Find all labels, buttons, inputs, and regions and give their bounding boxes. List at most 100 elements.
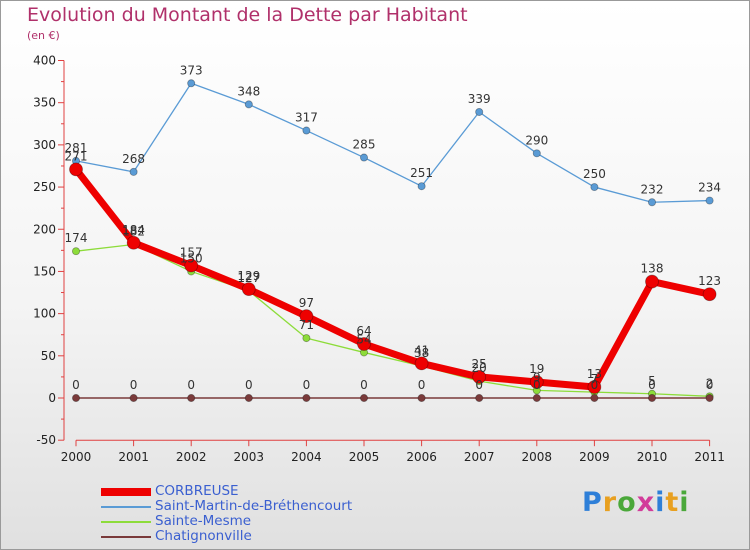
data-point (72, 247, 81, 256)
y-tick-label: 0 (48, 391, 56, 405)
brand-letter: i (679, 487, 690, 518)
data-label: 184 (122, 223, 145, 237)
data-point (129, 393, 138, 402)
data-label: 271 (65, 149, 88, 163)
data-point (417, 182, 426, 191)
data-label: 25 (472, 357, 487, 371)
series-line (75, 243, 711, 397)
data-label: 251 (410, 166, 433, 180)
data-label: 339 (468, 92, 491, 106)
data-point (472, 370, 487, 384)
y-tick-label: 250 (33, 180, 56, 194)
data-label: 281 (65, 141, 88, 155)
data-point (475, 107, 484, 116)
data-point (299, 309, 314, 324)
data-label: 268 (122, 152, 145, 166)
data-label: 285 (353, 138, 376, 152)
data-point (359, 393, 368, 402)
data-label: 0 (418, 378, 426, 392)
data-label: 234 (698, 181, 721, 195)
data-label: 0 (591, 378, 599, 392)
data-label: 97 (299, 296, 314, 310)
data-point (475, 393, 484, 402)
data-point (302, 126, 311, 135)
data-label: 129 (237, 269, 260, 283)
brand-letter: x (636, 487, 656, 518)
data-point (126, 235, 141, 250)
data-label: 0 (130, 378, 138, 392)
brand-logo: Proxiti (582, 487, 690, 518)
legend-label: Chatignonville (155, 528, 252, 544)
data-point (359, 153, 368, 162)
data-label: 182 (122, 224, 145, 238)
x-tick-label: 2006 (406, 450, 437, 464)
data-point (302, 393, 311, 402)
data-label: 0 (72, 378, 80, 392)
data-point (244, 100, 253, 109)
data-label: 123 (698, 274, 721, 288)
x-tick-label: 2004 (291, 450, 322, 464)
data-label: 71 (299, 318, 314, 332)
legend-label: CORBREUSE (155, 483, 239, 499)
brand-letter: t (665, 487, 680, 518)
x-tick-label: 2010 (637, 450, 668, 464)
x-tick-label: 2002 (176, 450, 207, 464)
legend-swatch (101, 488, 151, 496)
data-label: 232 (641, 182, 664, 196)
brand-letter: P (582, 487, 603, 518)
data-label: 64 (356, 324, 371, 338)
brand-letter: o (617, 487, 637, 518)
y-tick-label: -50 (36, 433, 56, 447)
data-label: 0 (245, 378, 253, 392)
x-tick-label: 2009 (579, 450, 610, 464)
x-tick-label: 2003 (234, 450, 265, 464)
data-label: 150 (180, 251, 203, 265)
series-line (75, 82, 711, 203)
y-tick-label: 150 (33, 264, 56, 278)
data-label: 0 (303, 378, 311, 392)
series-line (72, 165, 714, 391)
y-tick-label: 300 (33, 138, 56, 152)
data-point (414, 356, 429, 371)
data-label: 20 (472, 361, 487, 375)
data-point (357, 337, 371, 351)
data-label: 348 (237, 84, 260, 98)
data-label: 2 (706, 376, 714, 390)
data-label: 7 (591, 372, 599, 386)
data-label: 41 (414, 343, 429, 357)
data-label: 250 (583, 167, 606, 181)
chart-title: Evolution du Montant de la Dette par Hab… (27, 4, 468, 26)
y-tick-label: 200 (33, 222, 56, 236)
data-point (244, 393, 253, 402)
x-tick-label: 2011 (694, 450, 725, 464)
x-tick-label: 2005 (349, 450, 380, 464)
brand-letter: i (655, 487, 666, 518)
data-point (702, 287, 717, 302)
data-label: 157 (180, 246, 203, 260)
data-label: 9 (533, 370, 541, 384)
legend-swatch (101, 536, 151, 538)
data-label: 138 (641, 262, 664, 276)
data-label: 38 (414, 346, 429, 360)
legend-swatch (101, 521, 151, 523)
data-point (187, 79, 196, 88)
data-point (187, 393, 196, 402)
data-point (532, 149, 541, 158)
data-label: 0 (533, 378, 541, 392)
data-label: 54 (356, 332, 371, 346)
data-point (648, 198, 657, 207)
data-point (590, 393, 599, 402)
y-tick-label: 50 (41, 349, 56, 363)
legend-swatch (101, 506, 151, 508)
data-label: 373 (180, 63, 203, 77)
legend-label: Sainte-Mesme (155, 513, 252, 529)
data-label: 290 (525, 133, 548, 147)
data-point (417, 393, 426, 402)
data-label: 19 (529, 362, 544, 376)
data-point (705, 196, 714, 205)
data-label: 317 (295, 111, 318, 125)
y-tick-label: 100 (33, 307, 56, 321)
y-tick-label: 400 (33, 54, 56, 68)
data-point (705, 393, 714, 402)
